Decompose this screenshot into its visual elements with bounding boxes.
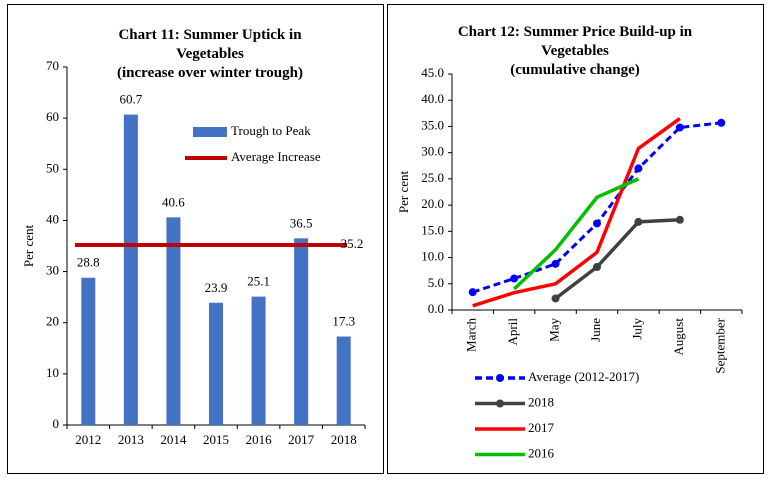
y-tick-label: 30 [46, 263, 59, 278]
bar [123, 114, 138, 425]
point [634, 217, 643, 226]
bar [294, 238, 309, 425]
x-tick-label: May [547, 318, 562, 342]
bar [81, 277, 96, 425]
data-label: 25.1 [247, 274, 270, 289]
point [675, 215, 684, 224]
bar [251, 296, 266, 425]
x-tick-label: 2015 [203, 432, 229, 447]
x-tick-label: March [464, 318, 479, 352]
y-tick-label: 60 [46, 109, 59, 124]
y-tick-label: 40.0 [421, 91, 444, 106]
chart-subtitle: (cumulative change) [510, 62, 640, 78]
x-tick-label: 2018 [331, 432, 357, 447]
point [551, 294, 560, 303]
y-axis-label: Per cent [396, 170, 411, 213]
legend-label: Average (2012-2017) [528, 369, 639, 384]
legend-label: Trough to Peak [231, 123, 311, 138]
point [593, 262, 601, 271]
line [554, 218, 680, 300]
data-label: 60.7 [119, 92, 142, 107]
x-tick-label: September [712, 317, 727, 373]
y-tick-label: 0 [53, 416, 60, 431]
y-tick-label: 5.0 [428, 275, 444, 290]
y-tick-label: 20.0 [421, 196, 444, 211]
y-tick-label: 10.0 [421, 249, 444, 264]
legend-swatch [193, 127, 227, 137]
point [634, 164, 643, 173]
chart-title: Chart 11: Summer Uptick in Vegetables [118, 27, 302, 62]
bar [209, 302, 223, 425]
y-tick-label: 50 [46, 160, 59, 175]
y-tick-label: 70 [46, 58, 59, 73]
legend-label: Average Increase [231, 149, 321, 164]
legend-label: 2018 [528, 394, 554, 409]
point [717, 118, 726, 127]
y-tick-label: 20 [46, 314, 59, 329]
panel-border [387, 4, 764, 474]
legend-marker [496, 374, 504, 382]
point [551, 259, 560, 268]
bar [166, 217, 181, 425]
data-label: 40.6 [162, 194, 185, 209]
bar [336, 336, 351, 425]
x-tick-label: 2012 [75, 432, 101, 447]
data-label: 17.3 [332, 314, 355, 329]
y-axis-label: Per cent [21, 224, 36, 267]
y-tick-label: 40 [46, 211, 59, 226]
y-tick-label: 35.0 [421, 117, 444, 132]
x-tick-label: 2013 [118, 432, 144, 447]
y-tick-label: 10 [46, 365, 59, 380]
data-label: 28.8 [77, 255, 100, 270]
y-tick-label: 25.0 [421, 170, 444, 185]
data-label: 23.9 [205, 280, 228, 295]
legend-label: 2016 [528, 445, 555, 460]
x-tick-label: June [588, 318, 603, 342]
y-tick-label: 15.0 [421, 222, 444, 237]
chart-title: Chart 12: Summer Price Build-up in Veget… [457, 24, 693, 59]
point [675, 123, 684, 132]
chart-subtitle: (increase over winter trough) [117, 65, 303, 81]
x-tick-label: April [505, 318, 520, 346]
panel-border [7, 4, 384, 474]
point [468, 288, 477, 297]
legend-label: 2017 [528, 420, 555, 435]
x-tick-label: 2017 [288, 432, 315, 447]
line [512, 177, 640, 291]
reference-label: 35.2 [341, 236, 364, 251]
y-tick-label: 0.0 [428, 301, 444, 316]
y-tick-label: 30.0 [421, 144, 444, 159]
x-tick-label: August [671, 318, 686, 356]
data-label: 36.5 [290, 215, 313, 230]
point [510, 274, 519, 283]
point [593, 219, 601, 228]
x-tick-label: 2014 [160, 432, 187, 447]
line [472, 117, 681, 308]
legend-marker [496, 399, 504, 408]
y-tick-label: 45.0 [421, 65, 444, 80]
x-tick-label: July [629, 318, 644, 340]
x-tick-label: 2016 [246, 432, 273, 447]
